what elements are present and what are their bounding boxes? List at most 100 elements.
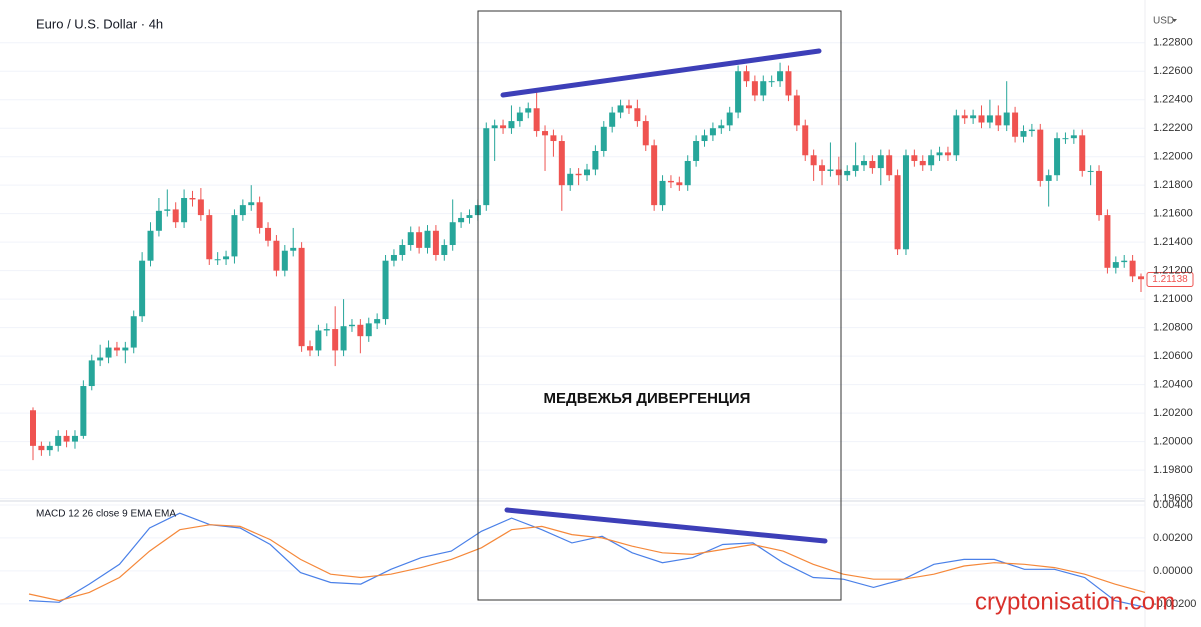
candle-body [298, 247, 305, 347]
y-tick-label: 1.22200 [1153, 122, 1193, 134]
candle-body [877, 155, 884, 169]
candle-body [902, 155, 909, 250]
candle-body [231, 215, 238, 257]
divergence-box [477, 10, 842, 601]
candle-body [265, 227, 272, 241]
marks [28, 62, 1194, 608]
candle-body [861, 160, 867, 166]
candle-body [449, 222, 456, 246]
candle-body [886, 155, 893, 176]
candle-body [718, 125, 725, 129]
candle-body [1079, 135, 1086, 171]
candle-body [139, 260, 146, 317]
candle-body [584, 169, 590, 176]
currency-caret [1172, 19, 1177, 22]
candle-body [189, 198, 196, 200]
indicator-line [28, 524, 1146, 602]
candle-body [332, 329, 339, 351]
candle-body [1062, 138, 1069, 140]
candle-body [953, 115, 960, 156]
candle-body [835, 169, 842, 176]
candle-body [130, 316, 137, 348]
candle-body [122, 347, 129, 351]
candle-body [542, 131, 549, 136]
candle-body [147, 230, 154, 261]
candle-body [374, 319, 381, 324]
candle-body [684, 160, 691, 186]
candle-body [651, 145, 658, 206]
candle-body [944, 152, 951, 156]
grid [0, 42, 1145, 605]
candle-body [852, 165, 859, 171]
candle-body [38, 445, 45, 451]
candle-body [71, 435, 78, 442]
candle-body [819, 165, 826, 171]
candle-body [844, 170, 851, 176]
candle-body [365, 323, 372, 337]
y-tick-label: 1.22400 [1153, 94, 1193, 106]
candle-body [281, 250, 288, 271]
candle-body [1012, 112, 1019, 137]
candle-body [63, 435, 70, 442]
candle-body [575, 173, 582, 176]
candle-body [432, 230, 439, 255]
annotation: МЕДВЕЖЬЯ ДИВЕРГЕНЦИЯ [544, 390, 751, 407]
candle-body [416, 232, 423, 248]
candle-body [751, 81, 758, 96]
candle-body [46, 445, 53, 451]
y-tick-label: 1.21800 [1153, 179, 1193, 191]
candle-body [290, 247, 297, 251]
candle-body [399, 245, 406, 255]
candle-body [802, 125, 809, 156]
candle-body [239, 205, 246, 216]
last-price-box [1146, 271, 1194, 287]
candle-body [592, 150, 599, 170]
candle-body [919, 160, 926, 166]
candle-body [1121, 260, 1128, 263]
candle-body [667, 180, 674, 183]
candle-body [172, 209, 179, 223]
candle-body [600, 126, 607, 151]
candle-body [768, 81, 775, 83]
candle-body [315, 330, 322, 351]
candle-body [961, 115, 968, 119]
candle-body [1020, 131, 1027, 137]
candle-body [986, 115, 993, 123]
y-tick-label: 1.22800 [1153, 37, 1193, 49]
y-tick-label: 1.21200 [1153, 265, 1193, 277]
y-tick-label: 1.21600 [1153, 208, 1193, 220]
y-tick-label: 1.19800 [1153, 464, 1193, 476]
candle-body [642, 121, 649, 146]
candle-body [181, 198, 188, 223]
y-tick-label: 0.00000 [1153, 565, 1193, 577]
currency[interactable]: USD [1153, 16, 1174, 27]
candle-body [726, 112, 733, 126]
macd-trendline [504, 507, 828, 544]
y-tick-label: 1.22000 [1153, 151, 1193, 163]
candle-body [936, 152, 943, 156]
candle-body [30, 410, 36, 446]
candle-body [894, 175, 901, 250]
watermark: cryptonisation.com [975, 588, 1175, 615]
candle-body [1045, 175, 1052, 181]
candle-body [634, 108, 641, 122]
candle-body [777, 71, 784, 82]
y-tick-label: 1.20400 [1153, 379, 1193, 391]
candle-body [197, 199, 204, 216]
candle-body [407, 232, 414, 246]
candle-body [323, 329, 330, 331]
candle-body [80, 386, 87, 436]
candle-body [810, 155, 817, 166]
candle-body [516, 112, 523, 122]
candle-body [97, 357, 104, 361]
y-tick-label: 0.00400 [1153, 499, 1193, 511]
candle-body [1138, 276, 1144, 280]
candle-body [206, 215, 213, 260]
candle-body [970, 115, 977, 119]
candle-body [617, 105, 624, 113]
candle-body [307, 346, 313, 351]
candle-body [1112, 262, 1119, 268]
candle-body [995, 115, 1002, 126]
candle-body [340, 326, 347, 351]
